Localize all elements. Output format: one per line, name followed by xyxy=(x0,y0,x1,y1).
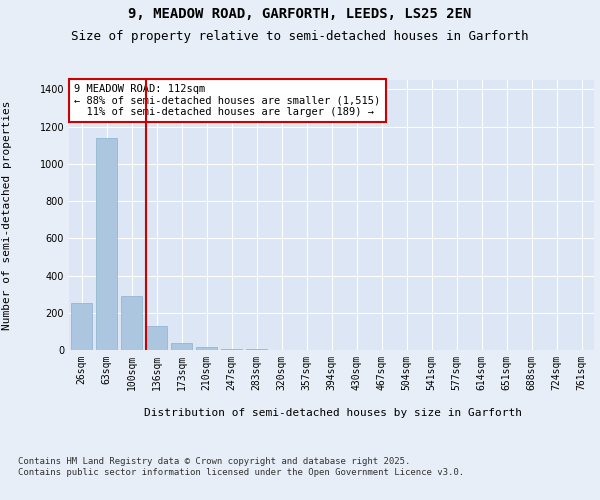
Text: Number of semi-detached properties: Number of semi-detached properties xyxy=(2,100,12,330)
Bar xyxy=(221,349,242,350)
Text: 9 MEADOW ROAD: 112sqm
← 88% of semi-detached houses are smaller (1,515)
  11% of: 9 MEADOW ROAD: 112sqm ← 88% of semi-deta… xyxy=(74,84,380,117)
Text: 9, MEADOW ROAD, GARFORTH, LEEDS, LS25 2EN: 9, MEADOW ROAD, GARFORTH, LEEDS, LS25 2E… xyxy=(128,8,472,22)
Text: Contains HM Land Registry data © Crown copyright and database right 2025.
Contai: Contains HM Land Registry data © Crown c… xyxy=(18,458,464,477)
Bar xyxy=(121,296,142,350)
Text: Size of property relative to semi-detached houses in Garforth: Size of property relative to semi-detach… xyxy=(71,30,529,43)
Bar xyxy=(171,342,192,350)
Bar xyxy=(196,347,217,350)
Bar xyxy=(71,303,92,350)
Bar xyxy=(96,138,117,350)
Text: Distribution of semi-detached houses by size in Garforth: Distribution of semi-detached houses by … xyxy=(144,408,522,418)
Bar xyxy=(146,326,167,350)
